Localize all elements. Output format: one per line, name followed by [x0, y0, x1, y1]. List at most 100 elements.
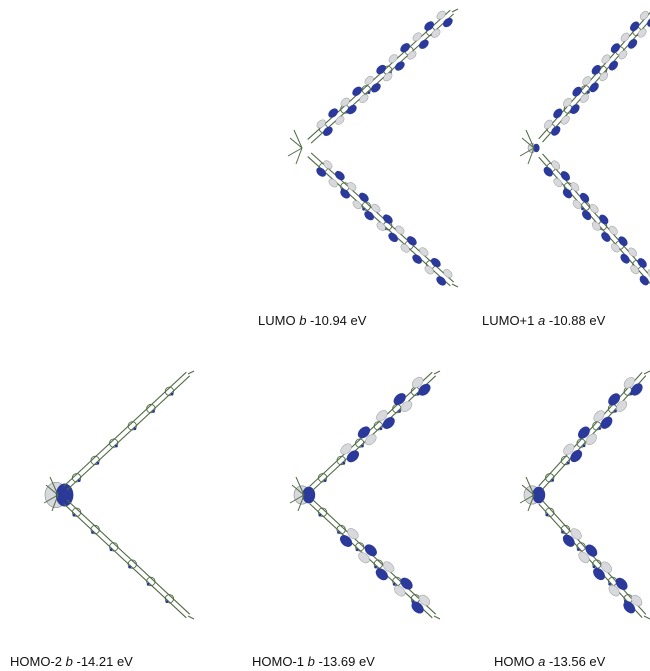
ligand-bond — [527, 147, 535, 165]
orbital-lobe-negative — [395, 225, 405, 235]
caption-lumo-prefix: LUMO — [258, 313, 296, 328]
ligand-bond — [297, 494, 305, 512]
orbital-lobe-negative — [582, 76, 592, 86]
ligand-bond — [519, 494, 535, 504]
terminal-bond — [643, 370, 650, 375]
orbital-lobe-negative — [359, 94, 369, 104]
nitrogen-atom — [598, 427, 602, 430]
aromatic-ring — [71, 473, 82, 483]
aromatic-ring — [545, 507, 555, 517]
backbone-bond — [542, 19, 650, 143]
orbital-lobe-positive — [376, 64, 386, 75]
orbital-lobe-negative — [412, 32, 422, 42]
ligand-bond — [525, 476, 535, 496]
backbone-bond — [312, 375, 437, 491]
orbital-lobe-positive — [562, 534, 575, 547]
ligand-bond — [45, 484, 59, 496]
orbital-lobe-positive — [618, 236, 628, 247]
orbital-lobe-positive — [328, 108, 338, 118]
orbital-lobe-positive — [323, 126, 333, 136]
caption-lumo1-prefix: LUMO+1 — [482, 313, 535, 328]
terminal-bond — [433, 615, 441, 620]
orbital-lobe-positive — [570, 104, 580, 114]
aromatic-ring — [164, 386, 175, 396]
orbital-panel-lumo — [280, 8, 460, 288]
ligand-bond — [291, 484, 305, 496]
orbital-lobe-negative — [418, 594, 431, 606]
orbital-lobe-positive — [627, 39, 638, 49]
orbital-lobe-positive — [339, 535, 353, 547]
orbital-lobe-negative — [563, 443, 575, 455]
nitrogen-atom — [545, 513, 549, 517]
orbital-lobe-positive — [340, 189, 350, 199]
orbital-diagram-lumo — [287, 8, 459, 288]
caption-homo1-symmetry: b — [307, 654, 315, 669]
orbital-lobe-positive — [608, 393, 621, 406]
orbital-lobe-negative — [630, 265, 640, 275]
caption-lumo-energy: -10.94 eV — [310, 313, 367, 328]
nitrogen-atom — [561, 530, 564, 534]
orbital-lobe-positive — [560, 171, 570, 181]
nitrogen-atom — [367, 91, 371, 94]
backbone-bond — [63, 503, 187, 619]
terminal-bond — [187, 615, 195, 620]
nitrogen-atom — [170, 392, 174, 396]
aromatic-ring — [545, 473, 555, 483]
orbital-lobe-positive — [431, 257, 441, 268]
orbital-lobe-negative — [639, 10, 649, 21]
orbital-lobe-negative — [436, 10, 446, 20]
aromatic-ring — [355, 438, 365, 448]
nitrogen-atom — [109, 548, 113, 552]
orbital-lobe-negative — [560, 115, 570, 125]
orbital-lobe-positive — [395, 61, 405, 71]
orbital-lobe-positive — [335, 170, 345, 181]
caption-homo1-energy: -13.69 eV — [318, 654, 375, 669]
ligand-bond — [519, 147, 535, 157]
orbital-lobe-positive — [589, 82, 599, 93]
aromatic-ring — [373, 559, 383, 569]
ligand-bond — [295, 147, 303, 165]
nitrogen-atom — [582, 444, 586, 448]
ligand-bond — [289, 137, 303, 149]
orbital-lobe-negative — [543, 119, 553, 129]
aromatic-ring — [373, 421, 383, 431]
backbone-bond — [542, 153, 650, 277]
backbone-bond — [312, 499, 437, 615]
backbone-bond — [66, 499, 191, 615]
orbital-lobe-positive — [383, 214, 393, 224]
nitrogen-atom — [165, 600, 169, 603]
center-lobe-positive — [302, 486, 316, 504]
orbital-diagram-lumo1 — [519, 10, 650, 286]
orbital-panel-homo1 — [282, 370, 442, 620]
caption-lumo: LUMO b -10.94 eV — [258, 313, 366, 328]
nitrogen-atom — [72, 513, 76, 517]
ligand-bond — [295, 476, 305, 496]
center-lobe-positive — [532, 486, 546, 504]
caption-lumo1-symmetry: a — [538, 313, 546, 328]
caption-homo1-prefix: HOMO-1 — [252, 654, 304, 669]
orbital-lobe-positive — [436, 276, 446, 286]
aromatic-ring — [317, 473, 328, 483]
orbital-panel-homo2 — [36, 370, 196, 620]
terminal-bond — [643, 615, 650, 620]
orbital-lobe-negative — [411, 376, 424, 388]
orbital-lobe-positive — [346, 450, 360, 463]
backbone-bond — [309, 371, 433, 487]
orbital-lobe-negative — [637, 28, 647, 38]
orbital-lobe-negative — [608, 225, 618, 235]
nitrogen-atom — [614, 409, 617, 413]
center-lobe-positive — [533, 143, 540, 153]
orbital-lobe-negative — [570, 182, 580, 192]
nitrogen-atom — [576, 548, 580, 551]
nitrogen-atom — [115, 444, 118, 448]
backbone-bond — [66, 375, 191, 491]
terminal-bond — [451, 8, 459, 13]
ligand-bond — [49, 476, 59, 496]
orbital-diagram-homo2 — [43, 370, 195, 620]
orbital-lobe-negative — [616, 400, 628, 412]
orbital-lobe-negative — [407, 50, 417, 60]
nitrogen-atom — [133, 427, 137, 431]
orbital-lobe-negative — [365, 434, 377, 446]
nitrogen-atom — [362, 207, 365, 211]
aromatic-ring — [317, 507, 328, 517]
